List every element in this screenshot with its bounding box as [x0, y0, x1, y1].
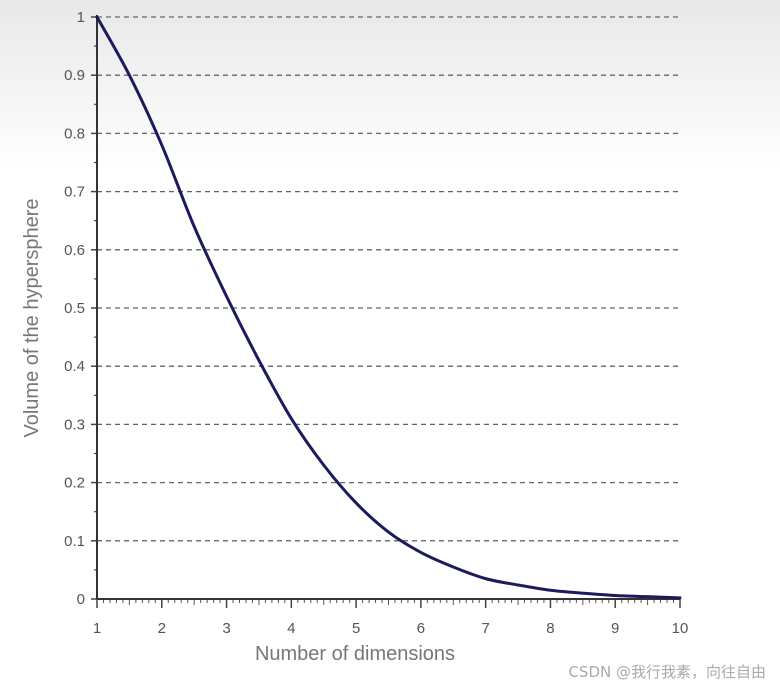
x-tick-label-1: 2	[158, 620, 166, 637]
y-tick-label-4: 0.4	[64, 358, 85, 375]
y-tick-label-10: 1	[77, 9, 85, 26]
x-tick-label-2: 3	[222, 620, 230, 637]
watermark-text: CSDN @我行我素，向往自由	[568, 663, 766, 681]
y-tick-label-1: 0.1	[64, 533, 85, 550]
gridlines	[97, 16, 680, 542]
x-tick-label-7: 8	[546, 620, 554, 637]
tick-labels: 0 0.1 0.2 0.3 0.4 0.5 0.6 0.7 0.8 0.9 1 1 2 3 4 5 6 7 8 9 10	[64, 9, 688, 637]
y-axis-title: Volume of the hypersphere	[21, 198, 43, 437]
x-tick-label-9: 10	[672, 620, 689, 637]
x-tick-label-5: 6	[417, 620, 425, 637]
x-tick-label-4: 5	[352, 620, 360, 637]
y-tick-label-9: 0.9	[64, 67, 85, 84]
y-tick-label-8: 0.8	[64, 125, 85, 142]
series-lines	[95, 15, 682, 600]
x-tick-label-0: 1	[93, 620, 101, 637]
x-tick-label-8: 9	[611, 620, 619, 637]
series-line-0	[95, 15, 682, 600]
y-tick-label-0: 0	[77, 591, 85, 608]
y-tick-label-7: 0.7	[64, 184, 85, 201]
axes	[91, 15, 681, 608]
x-tick-label-6: 7	[481, 620, 489, 637]
x-tick-label-3: 4	[287, 620, 295, 637]
y-tick-label-3: 0.3	[64, 416, 85, 433]
y-tick-label-5: 0.5	[64, 300, 85, 317]
y-tick-label-2: 0.2	[64, 475, 85, 492]
x-axis-title: Number of dimensions	[255, 643, 455, 665]
y-tick-label-6: 0.6	[64, 242, 85, 259]
